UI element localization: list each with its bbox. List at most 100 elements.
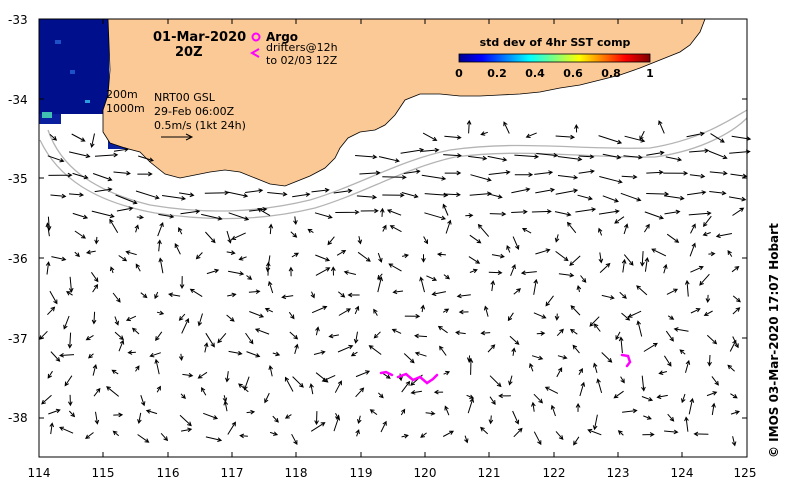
current-arrow (487, 344, 496, 353)
current-arrow (180, 393, 186, 399)
current-arrow (195, 252, 203, 260)
current-arrow (201, 213, 223, 221)
current-arrow (489, 396, 496, 405)
colorbar-tick: 0 (455, 67, 463, 80)
current-arrow (355, 387, 365, 398)
current-arrow (708, 251, 716, 257)
current-arrow (389, 225, 402, 233)
y-tick-label: -37 (8, 332, 28, 346)
current-arrow (535, 248, 551, 255)
current-arrow (116, 206, 134, 212)
current-arrow (290, 231, 298, 238)
current-arrow (509, 335, 520, 345)
current-arrow (382, 174, 407, 180)
current-arrow (315, 254, 331, 262)
current-arrow (91, 311, 97, 325)
current-arrow (90, 272, 99, 283)
current-arrow (727, 250, 733, 257)
current-arrow (556, 367, 563, 378)
current-arrow (359, 170, 381, 176)
current-arrow (534, 170, 554, 175)
current-arrow (598, 209, 620, 215)
current-arrow (174, 243, 181, 255)
current-arrow (113, 147, 130, 152)
plot-frame (38, 18, 748, 458)
current-arrow (705, 294, 711, 304)
current-arrow (328, 333, 339, 339)
current-arrow (646, 150, 665, 156)
current-arrow (587, 428, 602, 436)
current-arrow (514, 154, 540, 159)
drifter-tracks (379, 353, 632, 385)
current-arrow (131, 327, 140, 335)
current-arrow (157, 222, 164, 237)
drifter-track-1 (379, 370, 394, 377)
current-arrow (311, 305, 328, 314)
current-arrow (706, 334, 718, 345)
current-arrow (315, 326, 320, 336)
x-tick-label: 125 (734, 466, 757, 480)
current-arrow (643, 223, 650, 233)
current-arrow (125, 250, 137, 256)
current-arrow (382, 192, 405, 198)
current-arrow (731, 265, 740, 273)
x-axis-labels: 114 115 116 117 118 119 120 121 122 123 … (28, 466, 757, 480)
current-arrow (642, 432, 655, 437)
current-arrow (511, 187, 531, 194)
current-arrow (228, 212, 250, 221)
current-arrow (145, 409, 158, 415)
current-arrow (92, 363, 98, 376)
current-arrow (443, 153, 462, 158)
current-arrow (728, 196, 747, 202)
current-arrow (690, 265, 704, 273)
current-arrow (205, 231, 216, 244)
current-arrow (112, 292, 121, 303)
current-arrow (288, 311, 295, 320)
current-arrow (710, 133, 725, 143)
current-arrow (267, 280, 274, 294)
current-arrow (636, 285, 648, 296)
current-arrow (356, 194, 378, 200)
current-arrow (598, 135, 623, 145)
x-tick-label: 114 (28, 466, 51, 480)
current-arrow (510, 264, 516, 276)
current-arrow (91, 210, 115, 219)
current-arrow (580, 275, 587, 283)
current-arrow (179, 192, 195, 198)
current-arrow (555, 250, 569, 262)
current-arrow (707, 354, 712, 367)
current-arrow (533, 393, 544, 404)
current-arrow (180, 209, 201, 215)
current-arrow (480, 330, 491, 336)
current-arrow (621, 174, 638, 180)
current-arrow (401, 380, 411, 393)
current-arrow (684, 279, 690, 297)
current-arrow (644, 211, 664, 220)
current-arrow (127, 350, 136, 355)
current-arrow (337, 291, 346, 298)
current-arrow (85, 334, 94, 341)
current-arrow (656, 394, 668, 400)
current-arrow (45, 261, 51, 275)
current-arrow (243, 376, 250, 391)
current-arrow (336, 249, 347, 256)
current-arrow (368, 345, 382, 355)
credit-text: © IMOS 03-Mar-2020 17:07 Hobart (767, 223, 781, 458)
current-arrow (469, 234, 482, 244)
current-arrow (431, 291, 447, 297)
current-arrow (140, 292, 148, 299)
current-arrow (468, 155, 488, 161)
current-arrow (162, 195, 187, 201)
current-arrow (487, 155, 508, 162)
current-arrow (663, 170, 689, 176)
current-arrow (135, 365, 140, 372)
current-arrow (646, 191, 670, 197)
current-arrow (50, 351, 61, 362)
current-arrow (68, 192, 85, 198)
current-arrow (315, 267, 331, 276)
current-arrow (47, 370, 53, 379)
current-arrow (689, 148, 710, 154)
current-arrow (197, 313, 203, 327)
current-arrow (182, 372, 194, 378)
